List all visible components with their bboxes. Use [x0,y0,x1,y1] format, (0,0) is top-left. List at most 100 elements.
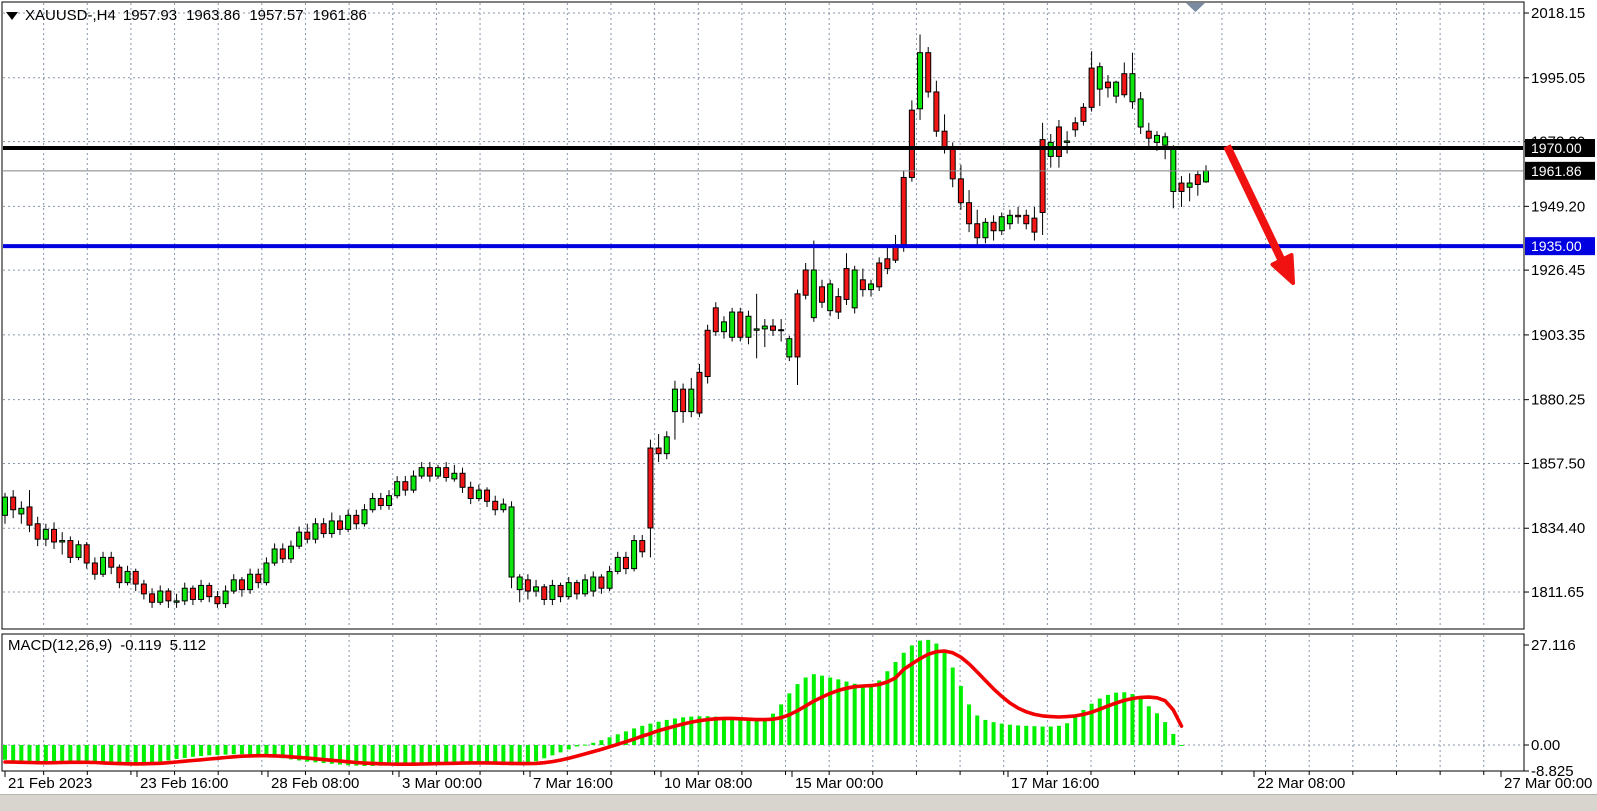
bull-candle [198,584,205,600]
svg-text:10 Mar 08:00: 10 Mar 08:00 [664,775,752,792]
bull-candle [998,216,1005,232]
bear-candle [1178,182,1185,192]
bull-candle [729,311,736,338]
svg-text:1949.20: 1949.20 [1531,198,1585,215]
bull-candle [982,221,989,239]
bear-candle [91,562,98,575]
open-value: 1957.93 [122,7,178,24]
bear-candle [214,596,221,605]
bull-candle [745,315,752,338]
bear-candle [769,325,776,331]
level-lines [3,146,1523,249]
bear-candle [622,556,629,570]
bear-candle [149,593,156,603]
bull-candle [1064,140,1071,143]
bear-candle [336,520,343,530]
support-price-badge [1525,237,1595,256]
bull-candle [1129,73,1136,103]
svg-text:2018.15: 2018.15 [1531,5,1585,22]
bull-candle [500,503,507,511]
bear-candle [990,221,997,232]
bear-candle [1039,139,1046,214]
bear-candle [1031,217,1038,233]
bear-candle [598,576,605,589]
bull-candle [42,528,49,540]
bull-candle [549,584,556,600]
resistance-price-badge [1525,139,1595,158]
bear-candle [1104,81,1111,89]
bear-candle [1072,122,1079,131]
bear-candle [26,506,33,526]
macd-indicator-header: MACD(12,26,9) -0.119 5.112 [8,637,206,654]
bull-candle [827,283,834,312]
bear-candle [189,587,196,600]
symbol-dropdown-icon[interactable] [6,12,18,20]
bull-candle [418,467,425,477]
bull-candle [631,540,638,570]
bear-candle [484,489,491,502]
chart-shift-marker[interactable] [1186,3,1205,12]
bear-candle [238,579,245,591]
bear-candle [859,279,866,291]
svg-text:27 Mar 00:00: 27 Mar 00:00 [1504,775,1592,792]
bull-candle [508,506,515,578]
bear-candle [402,481,409,491]
bear-candle [459,472,466,488]
bear-candle [140,583,147,595]
window-status-strip [0,794,1597,811]
bear-candle [647,447,654,529]
svg-text:1995.05: 1995.05 [1531,70,1585,87]
bull-candle [100,556,107,575]
bull-candle [720,321,727,333]
bull-candle [345,514,352,530]
bull-candle [124,570,131,584]
bull-candle [385,495,392,507]
bear-candle [10,496,17,511]
time-axis: 21 Feb 2023 23 Feb 16:00 28 Feb 08:00 3 Mar… [4,771,1592,792]
bear-candle [843,268,850,300]
bear-candle [108,556,115,568]
bear-candle [802,269,809,296]
bear-candle [524,579,531,592]
svg-text:1834.40: 1834.40 [1531,520,1585,537]
bull-candle [1153,134,1160,143]
bear-candle [949,147,956,180]
bull-candle [533,586,540,592]
bull-candle [1202,170,1209,183]
bear-candle [696,371,703,414]
svg-text:1880.25: 1880.25 [1531,392,1585,409]
trend-arrow[interactable] [1223,144,1295,285]
bear-candle [34,523,41,540]
bull-candle [312,523,319,540]
bull-candle [475,489,482,500]
bull-candle [917,52,924,110]
bull-candle [451,472,458,480]
svg-text:7 Mar 16:00: 7 Mar 16:00 [533,775,613,792]
bear-candle [443,467,450,478]
bear-candle [353,514,360,525]
macd-signal-value: 5.112 [169,637,207,654]
svg-text:1970.00: 1970.00 [1531,140,1582,156]
macd-value: -0.119 [120,637,162,654]
bull-candle [1186,182,1193,188]
bear-candle [1145,130,1152,139]
symbol-period-label: XAUUSD-,H4 [25,7,116,24]
svg-text:27.116: 27.116 [1531,637,1576,654]
bull-candle [173,600,180,603]
svg-text:23 Feb 16:00: 23 Feb 16:00 [140,775,228,792]
bear-candle [255,573,262,584]
bear-candle [304,531,311,540]
bull-candle [868,283,875,291]
bear-candle [1055,126,1062,157]
svg-text:15 Mar 00:00: 15 Mar 00:00 [795,775,883,792]
bull-candle [18,507,25,515]
bull-candle [75,544,82,558]
bear-candle [279,548,286,560]
bull-candle [296,531,303,547]
bull-candle [157,590,164,603]
bull-candle [230,579,237,592]
bull-candle [614,556,621,572]
bull-candle [1137,98,1144,128]
close-value: 1961.86 [312,7,367,24]
